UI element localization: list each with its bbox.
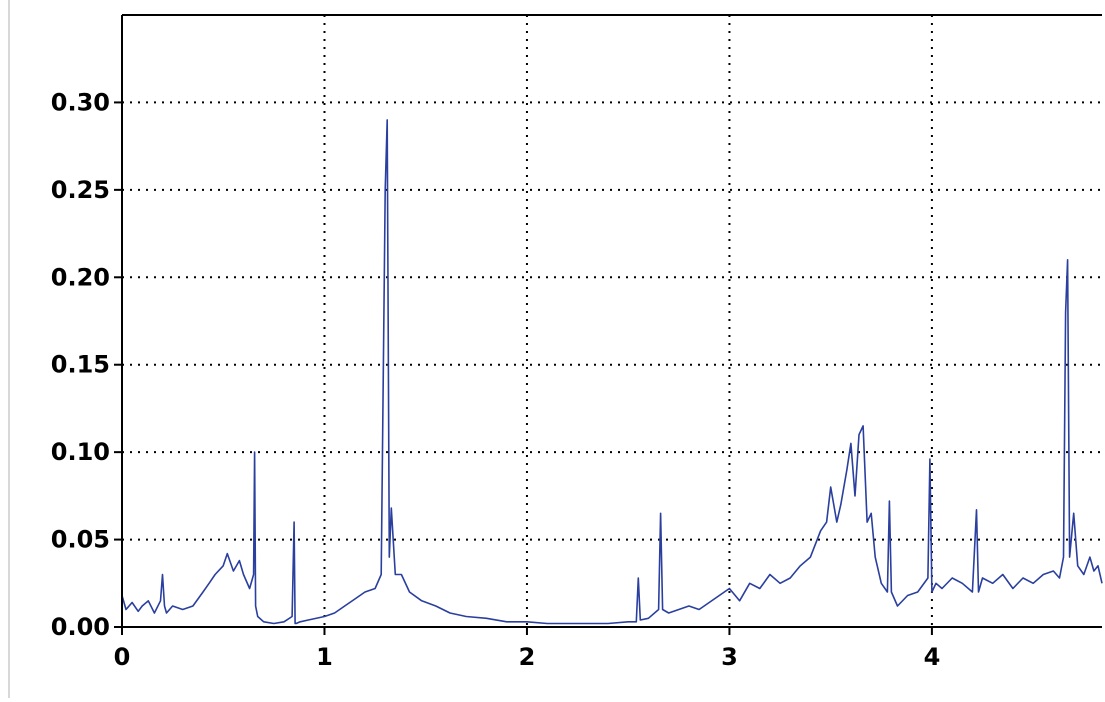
y-tick-label: 0.05: [51, 526, 110, 554]
x-tick-label: 4: [924, 643, 941, 671]
x-tick-label: 1: [316, 643, 333, 671]
series-layer: [121, 119, 1103, 625]
y-tick-label: 0.30: [51, 88, 110, 116]
series-line-0: [121, 119, 1103, 625]
y-tick-label: 0.00: [51, 613, 110, 641]
y-tick-label: 0.20: [51, 263, 110, 291]
x-tick-label: 2: [519, 643, 536, 671]
axes: [114, 14, 1102, 635]
grid: [122, 15, 1102, 627]
y-tick-label: 0.10: [51, 438, 110, 466]
y-tick-label: 0.25: [51, 176, 110, 204]
x-tick-label: 3: [721, 643, 738, 671]
y-tick-label: 0.15: [51, 351, 110, 379]
tick-labels: 0.00 0.05 0.10 0.15 0.20 0.25 0.30 0 1 2 3 4: [51, 88, 940, 671]
window-edge: [8, 0, 10, 698]
x-tick-label: 0: [114, 643, 131, 671]
